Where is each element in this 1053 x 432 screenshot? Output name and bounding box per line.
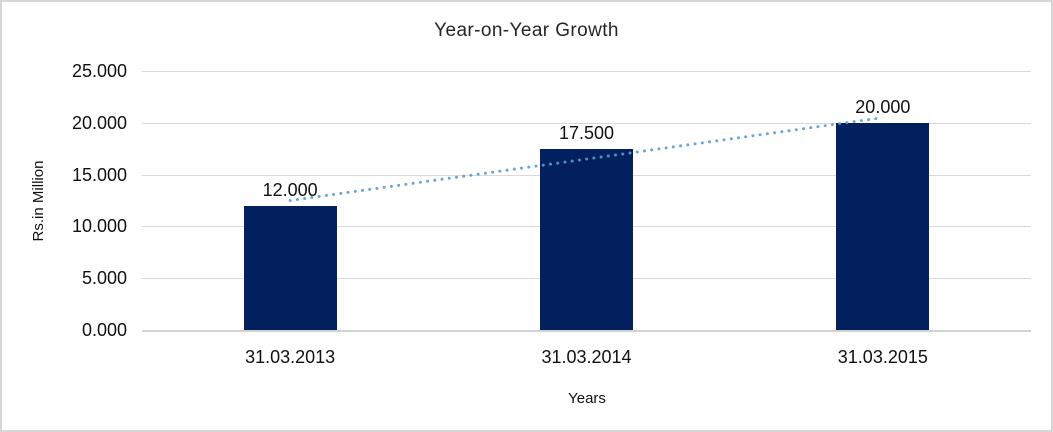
y-tick-label: 5.000 [81,268,127,289]
y-tick-label: 20.000 [71,112,127,133]
x-axis-line [142,329,1031,332]
x-tick-label: 31.03.2013 [245,347,336,367]
bar [540,148,633,330]
bar-value-label: 20.000 [855,96,911,117]
bar-value-label: 17.500 [558,122,615,143]
y-tick-label: 10.000 [71,216,127,237]
bar-value-label: 12.000 [262,179,318,200]
x-tick-label: 31.03.2014 [541,347,632,367]
y-tick-label: 15.000 [71,164,127,185]
y-tick-label: 25.000 [71,61,127,81]
bar [836,122,930,330]
x-tick-label: 31.03.2015 [837,347,928,367]
gridline [142,71,1031,72]
x-axis-title: Years [568,390,606,407]
y-tick-label: 0.000 [81,320,127,340]
bar [243,205,337,330]
chart-title: Year-on-Year Growth [434,20,619,41]
y-axis-title: Rs.in Million [30,160,47,242]
